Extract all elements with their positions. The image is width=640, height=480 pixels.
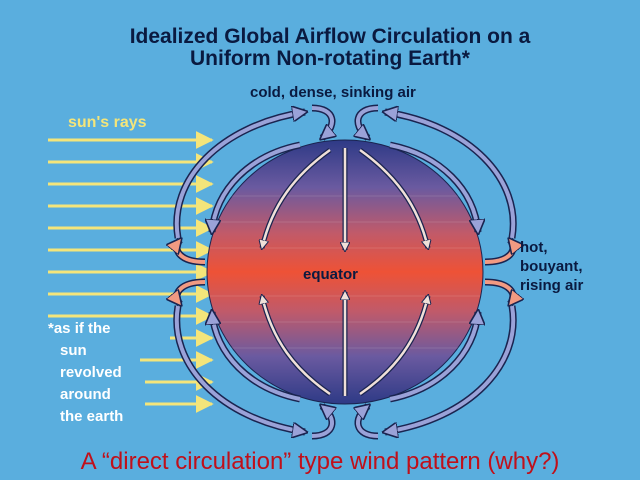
footnote-line: around [60, 386, 111, 403]
label-rising-line: hot, [520, 239, 548, 256]
label-polar-sinking: cold, dense, sinking air [250, 84, 416, 101]
airflow-arrow [212, 312, 301, 401]
label-rising-line: rising air [520, 277, 584, 294]
label-sun-rays: sun's rays [68, 114, 147, 131]
footnote-line: as if the [53, 320, 111, 337]
label-rising-line: bouyant, [520, 258, 583, 275]
footnote: *as if the sun revolved around the earth [48, 318, 123, 428]
footnote-star: * [48, 320, 54, 337]
airflow-arrow [358, 406, 379, 438]
airflow-arrow [385, 305, 516, 432]
airflow-arrow [389, 312, 478, 401]
airflow-arrow [484, 240, 513, 264]
airflow-arrow [311, 106, 332, 138]
airflow-arrow [484, 280, 513, 304]
airflow-arrow [177, 280, 206, 304]
caption: A “direct circulation” type wind pattern… [80, 448, 560, 475]
title-line-2: Uniform Non-rotating Earth* [190, 47, 470, 70]
airflow-arrow [389, 143, 478, 232]
footnote-line: sun [60, 342, 87, 359]
airflow-arrow [359, 296, 428, 396]
footnote-line: revolved [60, 364, 122, 381]
sun-rays [48, 131, 214, 413]
label-equatorial-rising: hot, bouyant, rising air [520, 238, 583, 295]
title-line-1: Idealized Global Airflow Circulation on … [129, 25, 531, 48]
airflow-arrow [385, 112, 516, 239]
airflow-arrow [358, 106, 379, 138]
airflow-arrow [212, 143, 301, 232]
airflow-arrow [177, 240, 206, 264]
airflow-arrow [174, 305, 305, 432]
footnote-line: the earth [60, 408, 124, 425]
airflow-arrow [174, 112, 305, 239]
airflow-arrow [311, 406, 332, 438]
label-equator: equator [303, 266, 359, 283]
airflow-arrow [262, 296, 331, 396]
